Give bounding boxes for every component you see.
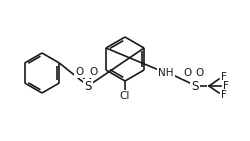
Text: F: F: [221, 72, 227, 82]
Text: NH: NH: [158, 68, 174, 78]
Text: F: F: [221, 90, 227, 100]
Text: S: S: [84, 80, 92, 92]
Text: O: O: [75, 67, 83, 77]
Text: O: O: [195, 68, 203, 78]
Text: Cl: Cl: [120, 91, 130, 101]
Text: S: S: [191, 80, 199, 92]
Text: F: F: [223, 81, 229, 91]
Text: O: O: [89, 67, 97, 77]
Text: O: O: [183, 68, 191, 78]
